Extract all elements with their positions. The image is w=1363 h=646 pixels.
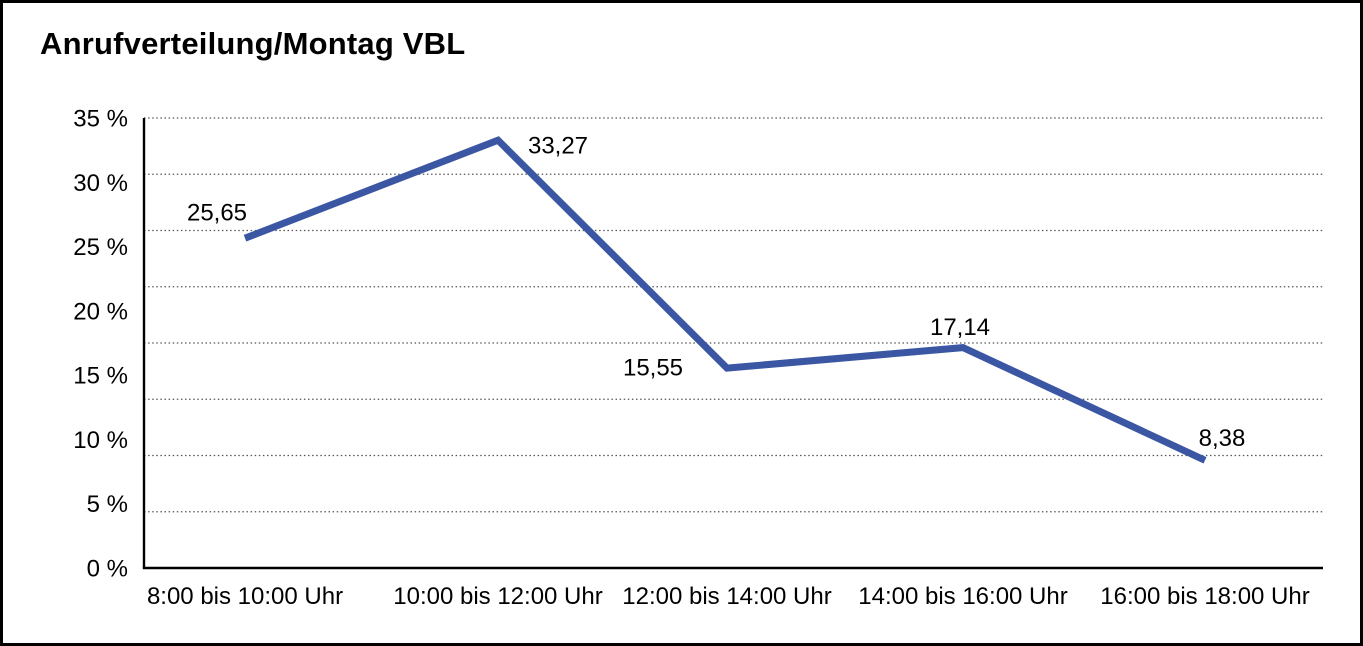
x-axis-category-label: 12:00 bis 14:00 Uhr bbox=[622, 583, 831, 610]
x-axis-category-label: 14:00 bis 16:00 Uhr bbox=[858, 583, 1067, 610]
y-axis-tick-label: 15 % bbox=[73, 363, 128, 390]
data-point-label: 25,65 bbox=[187, 200, 247, 227]
y-axis-tick-label: 20 % bbox=[73, 298, 128, 325]
y-axis-tick-label: 30 % bbox=[73, 170, 128, 197]
y-axis-tick-label: 25 % bbox=[73, 234, 128, 261]
series-line bbox=[243, 136, 1207, 464]
data-point-label: 15,55 bbox=[623, 355, 683, 382]
x-axis-category-label: 8:00 bis 10:00 Uhr bbox=[147, 583, 343, 610]
data-point-label: 8,38 bbox=[1199, 425, 1246, 452]
y-axis-tick-label: 35 % bbox=[73, 106, 128, 133]
y-axis-tick-label: 10 % bbox=[73, 427, 128, 454]
data-point-label: 17,14 bbox=[930, 314, 990, 341]
chart-title: Anrufverteilung/Montag VBL bbox=[40, 26, 466, 61]
y-axis-tick-label: 0 % bbox=[87, 556, 128, 583]
x-axis-category-label: 16:00 bis 18:00 Uhr bbox=[1100, 583, 1309, 610]
data-point-label: 33,27 bbox=[528, 133, 588, 160]
y-axis-tick-label: 5 % bbox=[87, 491, 128, 518]
x-axis-category-label: 10:00 bis 12:00 Uhr bbox=[393, 583, 602, 610]
